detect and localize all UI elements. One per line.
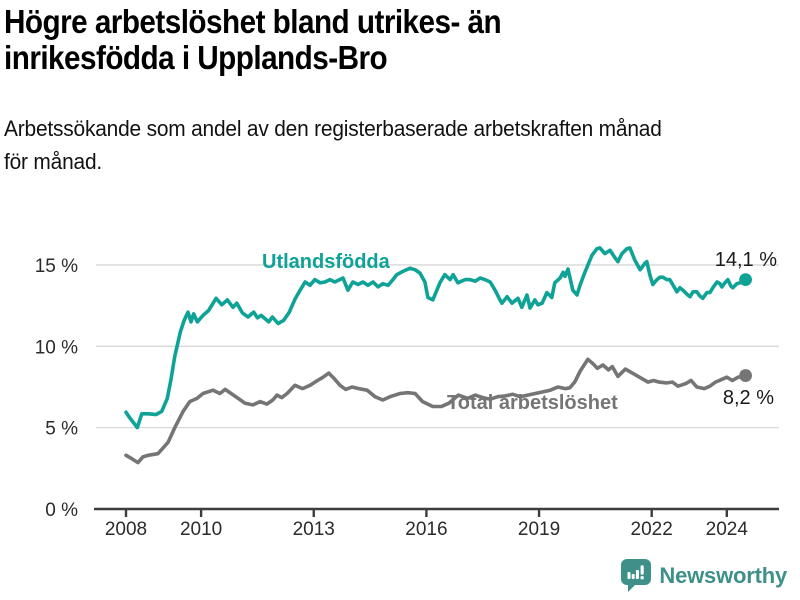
series-end-dot-utlandsf-dda [739,273,752,286]
chart-subtitle: Arbetssökande som andel av den registerb… [4,112,662,178]
x-axis-label-2022: 2022 [631,519,673,540]
y-axis-label-5: 5 % [45,419,78,440]
subtitle-line-1: Arbetssökande som andel av den registerb… [4,116,662,141]
x-axis-label-2019: 2019 [518,519,560,540]
series-end-value-total-arbetsl-shet: 8,2 % [723,387,774,409]
y-axis-label-10: 10 % [35,337,78,358]
title-line-1: Högre arbetslöshet bland utrikes- än [4,3,502,40]
newsworthy-logo-icon [621,559,652,592]
x-axis-label-2016: 2016 [405,519,447,540]
y-axis-label-15: 15 % [35,256,78,277]
x-axis-label-2010: 2010 [180,519,222,540]
title-line-2: inrikesfödda i Upplands-Bro [4,39,388,76]
brand-footer: Newsworthy [621,559,787,593]
subtitle-line-2: för månad. [4,149,103,174]
page-title: Högre arbetslöshet bland utrikes- än inr… [4,3,502,76]
x-axis-label-2008: 2008 [105,519,147,540]
series-end-dot-total-arbetsl-shet [739,369,752,382]
x-axis-label-2024: 2024 [706,519,749,540]
x-axis-label-2013: 2013 [293,519,335,540]
series-end-value-utlandsf-dda: 14,1 % [715,249,777,271]
series-label-utlandsf-dda: Utlandsfödda [262,251,391,273]
series-line-total-arbetsl-shet [124,357,748,465]
brand-name: Newsworthy [659,563,787,588]
series-line-utlandsf-dda [124,246,748,430]
series-label-total-arbetsl-shet: Total arbetslöshet [447,392,618,414]
y-axis-label-0: 0 % [45,500,78,521]
